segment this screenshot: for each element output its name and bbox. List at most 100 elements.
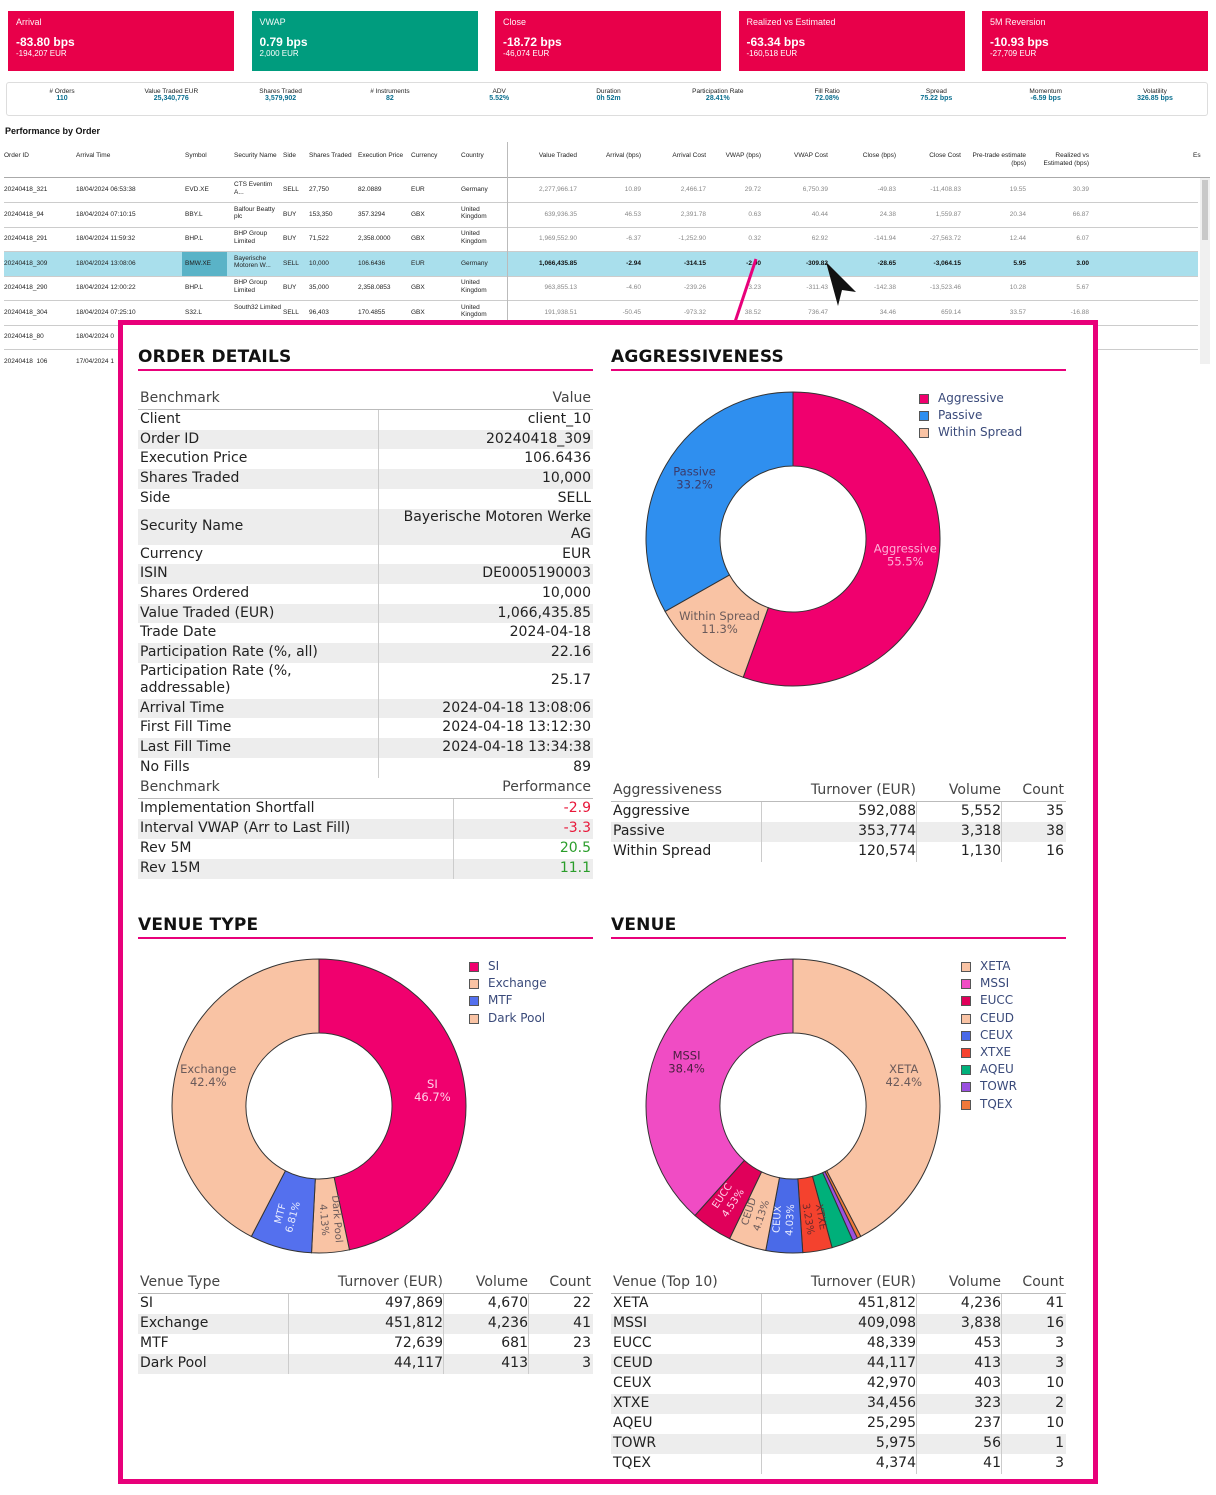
grid-header-cell[interactable]: VWAP (bps) [725, 152, 761, 159]
table-cell: 323 [974, 1395, 1001, 1411]
table-row[interactable]: 20240418_291 18/04/2024 11:59:32 BHP.L BHP … [4, 227, 1198, 252]
detail-value: 20240418_309 [486, 430, 591, 447]
stat-value: 5.52% [489, 95, 510, 102]
grid-cell: -28.65 [877, 259, 896, 267]
grid-cell: 20240418_309 [4, 259, 48, 267]
grid-header-cell[interactable]: Symbol [185, 152, 207, 159]
legend-swatch [469, 962, 479, 972]
detail-row: Currency EUR [138, 545, 593, 565]
grid-cell: -50.45 [622, 308, 641, 316]
grid-cell: EVD.XE [185, 186, 209, 193]
kpi-card[interactable]: 5M Reversion -10.93 bps -27,709 EUR [982, 11, 1208, 71]
donut-slice-xeta[interactable] [792, 958, 941, 1238]
table-cell: 451,812 [385, 1315, 443, 1331]
grid-scrollbar[interactable] [1200, 178, 1210, 364]
grid-header-cell[interactable]: Pre-trade estimate (bps) [972, 152, 1026, 167]
table-cell: 4,670 [487, 1295, 528, 1311]
grid-header-cell[interactable]: Currency [411, 152, 438, 159]
table-row: TQEX 4,374 41 3 [611, 1454, 1066, 1474]
kpi-subvalue: -194,207 EUR [16, 49, 67, 58]
detail-label: Order ID [140, 430, 200, 447]
detail-row: Value Traded (EUR) 1,066,435.85 [138, 603, 593, 624]
detail-value: 2024-04-18 [509, 624, 591, 641]
grid-header-cell[interactable]: Execution Price [358, 152, 404, 159]
grid-cell: SELL [283, 186, 299, 193]
detail-label: First Fill Time [140, 719, 232, 736]
scrollbar-thumb[interactable] [1202, 180, 1208, 240]
grid-cell: 357.3294 [358, 210, 386, 218]
detail-row: Last Fill Time 2024-04-18 13:34:38 [138, 738, 593, 758]
grid-cell: United Kingdom [461, 279, 487, 294]
stat-item: Value Traded EUR 25,340,776 [116, 88, 226, 102]
table-row: AQEU 25,295 237 10 [611, 1414, 1066, 1434]
grid-header-cell[interactable]: Side [283, 152, 297, 159]
grid-cell: 20240418_106 [4, 357, 48, 365]
table-cell: 34,456 [867, 1395, 916, 1411]
table-row[interactable]: 20240418_321 18/04/2024 06:53:38 EVD.XE CTS… [4, 178, 1198, 203]
grid-header-cell[interactable]: Realized vs Estimated (bps) [1043, 152, 1089, 167]
grid-cell: 659.14 [941, 308, 961, 316]
kpi-card[interactable]: Realized vs Estimated -63.34 bps -160,518 … [738, 11, 965, 71]
grid-cell: -11,408.83 [930, 186, 961, 193]
grid-cell: Balfour Beatty plc [234, 205, 275, 221]
legend-swatch [961, 962, 971, 972]
table-cell: 3,318 [960, 823, 1001, 839]
donut-slice-si[interactable] [318, 958, 467, 1251]
grid-header-cell[interactable]: Order ID [4, 152, 29, 159]
kpi-card[interactable]: Close -18.72 bps -46,074 EUR [495, 11, 721, 71]
table-row: EUCC 48,339 453 3 [611, 1334, 1066, 1354]
grid-header-cell[interactable]: Country [461, 152, 484, 159]
table-header-row: Benchmark Value [138, 389, 593, 409]
table-cell: Within Spread [613, 843, 712, 859]
detail-row: No Fills 89 [138, 758, 593, 778]
table-cell: Aggressive [613, 803, 690, 819]
table-row: Within Spread 120,574 1,130 16 [611, 842, 1066, 862]
grid-cell: Bayerische Motoren W... [234, 254, 271, 270]
detail-row: Security Name Bayerische Motoren Werke AG [138, 508, 593, 545]
table-cell: 38 [1046, 823, 1064, 839]
table-column-divider [916, 1294, 917, 1474]
grid-header-cell[interactable]: Arrival Time [76, 152, 111, 159]
grid-header-cell[interactable]: Security Name [234, 152, 277, 159]
donut-slice-aggressive[interactable] [742, 391, 941, 687]
stat-item: Spread 75.22 bps [881, 88, 991, 102]
donut-slice-passive[interactable] [645, 391, 794, 613]
performance-value: 20.5 [559, 839, 591, 856]
table-header-cell: Aggressiveness [613, 782, 722, 798]
grid-header-cell[interactable]: Arrival (bps) [605, 152, 641, 159]
grid-cell: 66.87 [1072, 210, 1089, 218]
grid-cell: 20.34 [1009, 210, 1026, 218]
grid-cell: GBX [411, 210, 425, 218]
table-row[interactable]: 20240418_290 18/04/2024 12:00:22 BHP.L BHP … [4, 276, 1198, 301]
table-cell: 3 [582, 1355, 591, 1371]
grid-header-cell[interactable]: Close Cost [929, 152, 961, 159]
donut-slice-mssi[interactable] [645, 958, 794, 1217]
donut-slice-exchange[interactable] [171, 958, 320, 1238]
grid-header-cell[interactable]: Value Traded [538, 152, 577, 159]
grid-header-cell[interactable]: Close (bps) [862, 152, 896, 159]
grid-header-cell[interactable]: VWAP Cost [794, 152, 828, 159]
table-row[interactable]: 20240418_94 18/04/2024 07:10:15 BBY.L Balfo… [4, 203, 1198, 228]
donut-label: Dark Pool4.13% [316, 1195, 344, 1244]
detail-value: EUR [562, 545, 591, 562]
grid-cell: 20240418_291 [4, 235, 48, 242]
detail-value: client_10 [527, 411, 591, 427]
table-cell: EUCC [613, 1335, 652, 1351]
selected-table-row[interactable]: 20240418_309 18/04/2024 13:08:06 BMW.XE Bay… [4, 251, 1198, 277]
grid-cell: 106.6436 [358, 259, 386, 267]
grid-cell: 1,066,435.85 [539, 259, 577, 267]
grid-header-cell[interactable]: Shares Traded [309, 152, 352, 159]
table-header-cell: Benchmark [140, 778, 220, 795]
kpi-card[interactable]: VWAP 0.79 bps 2,000 EUR [251, 11, 478, 71]
grid-header-cell[interactable]: Arrival Cost [672, 152, 706, 159]
table-header-cell: Count [549, 1274, 591, 1290]
kpi-card[interactable]: Arrival -83.80 bps -194,207 EUR [8, 11, 234, 71]
grid-cell: 35,000 [309, 284, 329, 291]
stat-label: ADV [492, 88, 506, 95]
stat-label: Shares Traded [259, 88, 302, 95]
table-header-cell: Turnover (EUR) [337, 1274, 443, 1290]
grid-cell: -16.88 [1070, 308, 1089, 316]
grid-header-cell[interactable]: Es [1193, 152, 1201, 159]
detail-row: Participation Rate (%, addressable) 25.17 [138, 663, 593, 699]
grid-cell: United Kingdom [461, 230, 487, 245]
